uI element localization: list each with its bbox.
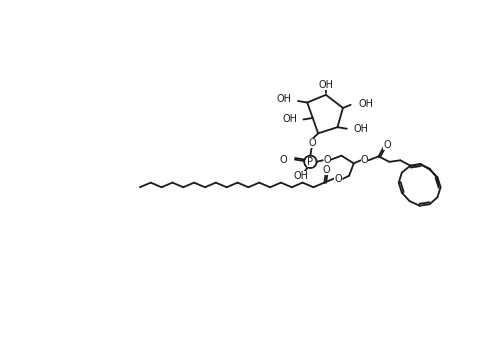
Text: OH: OH [353, 125, 368, 135]
Text: O: O [361, 155, 368, 165]
Text: O: O [308, 138, 316, 148]
Text: O: O [323, 165, 330, 175]
Text: O: O [324, 155, 331, 165]
Text: OH: OH [293, 171, 308, 181]
Text: O: O [279, 154, 287, 165]
Text: O: O [334, 174, 342, 184]
Text: P: P [307, 157, 313, 167]
Text: O: O [383, 140, 391, 150]
Text: OH: OH [358, 99, 373, 109]
Text: OH: OH [318, 80, 333, 90]
Text: OH: OH [282, 114, 297, 125]
Text: OH: OH [277, 95, 292, 104]
